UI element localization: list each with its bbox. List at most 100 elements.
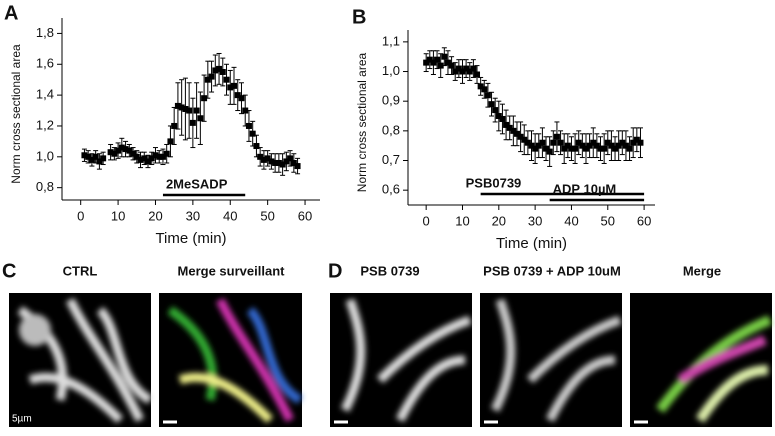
point	[223, 76, 230, 83]
point	[474, 71, 481, 78]
x-tick-label: 20	[492, 213, 506, 228]
x-tick-label: 30	[528, 213, 542, 228]
y-tick-label: 1,6	[36, 56, 54, 71]
x-tick-label: 40	[223, 208, 237, 223]
point	[216, 65, 223, 72]
point	[452, 68, 459, 75]
panel-label: B	[352, 6, 366, 28]
point	[492, 107, 499, 114]
x-tick-label: 20	[148, 208, 162, 223]
x-tick-label: 0	[423, 213, 430, 228]
point	[521, 136, 528, 143]
point	[539, 139, 546, 146]
x-tick-label: 50	[601, 213, 615, 228]
treatment-label: 2MeSADP	[166, 176, 228, 191]
point	[517, 133, 524, 140]
point	[630, 139, 637, 146]
point	[619, 139, 626, 146]
x-tick-label: 30	[186, 208, 200, 223]
point	[448, 62, 455, 69]
point	[174, 102, 181, 109]
point	[561, 145, 568, 152]
x-tick-label: 60	[298, 208, 312, 223]
y-tick-label: 1,2	[36, 117, 54, 132]
point	[163, 150, 170, 157]
point	[260, 156, 267, 163]
point	[268, 158, 275, 165]
point	[171, 122, 178, 129]
panel-label: C	[2, 260, 16, 282]
point	[148, 155, 155, 162]
point	[546, 148, 553, 155]
treatment-label: ADP 10µM	[553, 181, 617, 196]
point	[238, 95, 245, 102]
point	[92, 153, 99, 160]
y-tick-label: 1,0	[36, 148, 54, 163]
x-tick-label: 60	[637, 213, 651, 228]
caption: PSB 0739	[360, 263, 419, 278]
point	[550, 139, 557, 146]
point	[279, 161, 286, 168]
point	[568, 145, 575, 152]
point	[459, 68, 466, 75]
point	[253, 143, 260, 150]
point	[231, 82, 237, 89]
point	[437, 62, 444, 69]
point	[510, 127, 517, 134]
point	[107, 149, 114, 156]
point	[249, 130, 256, 137]
point	[115, 147, 122, 154]
point	[470, 65, 477, 72]
point	[257, 153, 264, 160]
point	[145, 158, 151, 165]
point	[137, 156, 144, 163]
point	[290, 159, 297, 166]
point	[572, 145, 579, 152]
point	[159, 153, 166, 160]
point	[637, 139, 644, 146]
x-tick-label: 10	[455, 213, 469, 228]
point	[608, 142, 615, 149]
point	[189, 119, 196, 126]
point	[242, 107, 249, 114]
caption: Merge surveillant	[178, 263, 286, 278]
point	[193, 107, 200, 114]
point	[118, 144, 125, 151]
caption: Merge	[683, 263, 721, 278]
point	[524, 139, 531, 146]
point	[283, 158, 290, 165]
point	[543, 145, 550, 152]
point	[575, 139, 582, 146]
x-tick-label: 10	[111, 208, 125, 223]
panel-label: D	[328, 260, 342, 282]
point	[601, 145, 608, 152]
point	[535, 142, 542, 149]
point	[466, 68, 473, 75]
point	[626, 145, 633, 152]
treatment-label: PSB0739	[466, 175, 522, 190]
point	[197, 115, 204, 122]
point	[152, 152, 159, 159]
point	[488, 101, 495, 108]
point	[245, 122, 252, 129]
point	[141, 155, 148, 162]
point	[495, 113, 502, 120]
point	[186, 107, 193, 114]
y-tick-label: 1,1	[382, 33, 400, 48]
point	[597, 145, 604, 152]
point	[96, 158, 103, 165]
y-tick-label: 0,8	[36, 179, 54, 194]
y-tick-label: 0,7	[382, 152, 400, 167]
point	[126, 147, 133, 154]
y-tick-label: 1,8	[36, 25, 54, 40]
y-axis-label: Norm cross sectional area	[9, 44, 23, 184]
y-tick-label: 0,8	[382, 122, 400, 137]
y-tick-label: 1,4	[36, 87, 54, 102]
point	[122, 146, 129, 153]
point	[513, 130, 520, 137]
point	[553, 133, 560, 140]
point	[227, 84, 234, 91]
y-tick-label: 0,9	[382, 93, 400, 108]
point	[426, 56, 433, 63]
x-tick-label: 50	[260, 208, 274, 223]
